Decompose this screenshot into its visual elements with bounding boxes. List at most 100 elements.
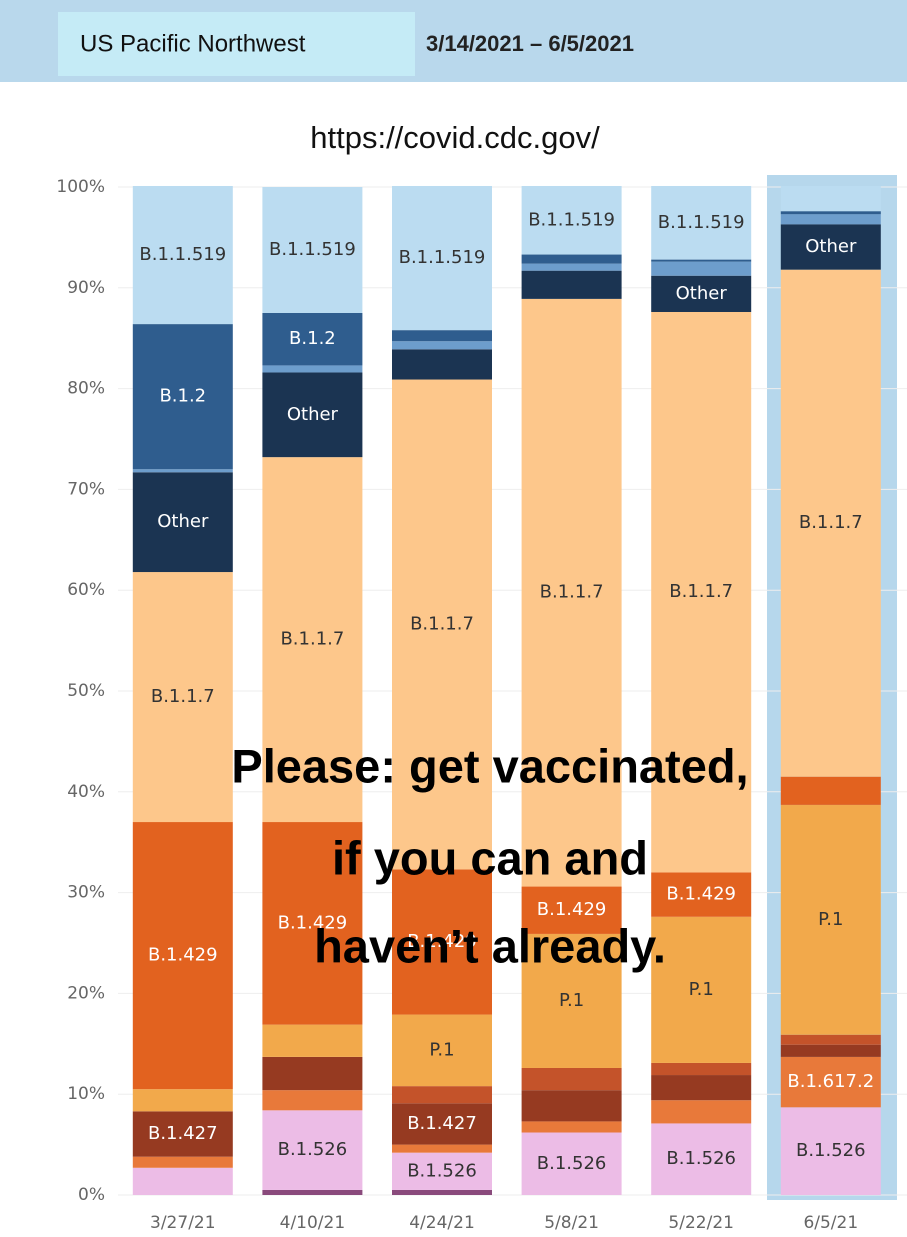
- bar-segment: [392, 1189, 492, 1195]
- bar-segment: [262, 1056, 363, 1091]
- y-tick-label: 60%: [67, 580, 105, 600]
- y-tick-label: 70%: [67, 479, 105, 499]
- bar-segment: [392, 349, 492, 380]
- bar-segment: [262, 457, 363, 823]
- bar-segment: [780, 211, 881, 215]
- bar-segment: [132, 1156, 233, 1168]
- segment-label: B.1.617.2: [787, 1071, 874, 1092]
- bar-segment: [262, 1090, 363, 1111]
- segment-label: P.1: [559, 990, 584, 1011]
- y-tick-label: 10%: [67, 1084, 105, 1104]
- bar-segment: [262, 372, 363, 458]
- bar-segment: [521, 886, 622, 934]
- bar-segment: [132, 1167, 233, 1195]
- bar-segment: [780, 1034, 881, 1045]
- bar-segment: [392, 185, 492, 331]
- bar-segment: [132, 185, 233, 325]
- bar-segment: [392, 341, 492, 350]
- bar-segment: [521, 1132, 622, 1195]
- bar-segment: [651, 311, 752, 873]
- segment-label: B.1.526: [666, 1148, 736, 1169]
- bar-segment: [780, 214, 881, 225]
- bar-segment: [392, 1086, 492, 1104]
- segment-label: B.1.1.519: [269, 239, 356, 260]
- segment-label: B.1.2: [289, 328, 336, 349]
- bar-segment: [521, 933, 622, 1068]
- segment-label: B.1.1.519: [139, 244, 226, 265]
- bar-segment: [521, 263, 622, 271]
- y-tick-label: 80%: [67, 379, 105, 399]
- segment-label: B.1.1.7: [669, 581, 733, 602]
- segment-label: B.1.1.7: [280, 629, 344, 650]
- y-tick-label: 90%: [67, 278, 105, 298]
- bar-segment: [132, 469, 233, 473]
- bar-segment: [521, 298, 622, 887]
- bar-segment: [780, 804, 881, 1035]
- bar-segment: [651, 259, 752, 262]
- region: US Pacific Northwest: [80, 30, 306, 57]
- x-tick-label: 5/22/21: [668, 1213, 734, 1233]
- bar-segment: [392, 1152, 492, 1190]
- bar-segment: [262, 822, 363, 1025]
- x-tick-label: 3/27/21: [150, 1213, 216, 1233]
- bar-segment: [651, 872, 752, 917]
- segment-label: B.1.526: [796, 1140, 866, 1161]
- segment-label: B.1.1.7: [799, 512, 863, 533]
- segment-label: B.1.429: [407, 931, 477, 952]
- segment-label: B.1.526: [278, 1139, 348, 1160]
- bar-segment: [651, 1100, 752, 1124]
- annotation-line: haven’t already.: [314, 919, 666, 972]
- x-tick-label: 4/10/21: [280, 1213, 346, 1233]
- bar-segment: [780, 185, 881, 212]
- segment-label: B.1.427: [148, 1123, 218, 1144]
- bar-segment: [392, 379, 492, 870]
- segment-label: B.1.429: [148, 945, 218, 966]
- bar-segment: [262, 1024, 363, 1057]
- bar-segment: [132, 472, 233, 573]
- segment-label: Other: [157, 511, 209, 532]
- bar-segment: [780, 1056, 881, 1108]
- segment-label: B.1.429: [278, 912, 348, 933]
- segment-label: P.1: [689, 979, 714, 1000]
- y-tick-label: 20%: [67, 983, 105, 1003]
- x-tick-label: 4/24/21: [409, 1213, 475, 1233]
- bar-segment: [651, 275, 752, 312]
- annotation: Please: get vaccinated, if you can and hav…: [231, 739, 748, 972]
- bar-segment: [521, 254, 622, 264]
- bar-segment: [651, 1075, 752, 1101]
- subtitle: https://covid.cdc.gov/: [310, 120, 600, 155]
- bar-segment: [651, 185, 752, 260]
- y-tick-label: 100%: [56, 177, 105, 197]
- bar-segment: [780, 1044, 881, 1057]
- bar-segment: [392, 1014, 492, 1087]
- bar-segment: [780, 224, 881, 270]
- bar-segment: [392, 1103, 492, 1145]
- y-tick-label: 0%: [78, 1185, 105, 1205]
- bar-segment: [262, 187, 363, 313]
- bar-segment: [132, 1111, 233, 1157]
- bar-segment: [521, 1090, 622, 1122]
- date-range: 3/14/2021 – 6/5/2021: [426, 31, 634, 56]
- segment-label: Other: [805, 236, 857, 257]
- segment-label: B.1.429: [537, 899, 607, 920]
- bar-segment: [521, 1121, 622, 1133]
- segment-label: B.1.1.519: [528, 209, 615, 230]
- segment-label: B.1.427: [407, 1113, 477, 1134]
- bar-segment: [780, 269, 881, 777]
- segment-label: B.1.429: [666, 884, 736, 905]
- bar-segment: [651, 1123, 752, 1195]
- annotation-line: if you can and: [332, 831, 648, 884]
- bar-segment: [392, 869, 492, 1015]
- bar-segment: [392, 1144, 492, 1153]
- annotation-line: Please: get vaccinated,: [231, 739, 748, 792]
- segment-label: Other: [287, 404, 339, 425]
- y-tick-label: 50%: [67, 681, 105, 701]
- x-tick-label: 5/8/21: [544, 1213, 599, 1233]
- segment-label: Other: [676, 283, 728, 304]
- bar-segment: [132, 572, 233, 823]
- bar-segment: [392, 330, 492, 342]
- segment-label: P.1: [818, 909, 843, 930]
- bar-segment: [521, 270, 622, 299]
